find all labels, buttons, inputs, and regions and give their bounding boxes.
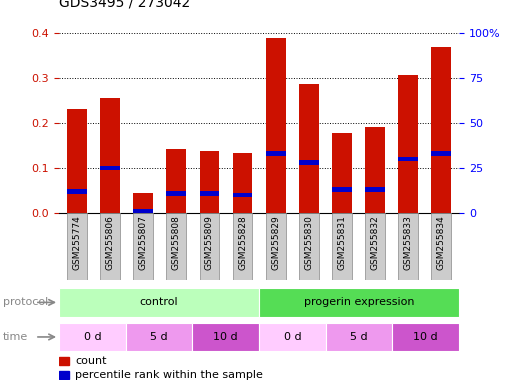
Bar bbox=[59, 323, 126, 351]
Bar bbox=[365, 187, 385, 192]
Bar bbox=[299, 213, 319, 280]
Bar bbox=[133, 213, 153, 280]
Bar bbox=[67, 109, 87, 213]
Text: GSM255806: GSM255806 bbox=[106, 215, 115, 270]
Bar bbox=[101, 98, 120, 213]
Text: 0 d: 0 d bbox=[84, 332, 101, 342]
Bar bbox=[299, 84, 319, 213]
Text: time: time bbox=[3, 332, 28, 342]
Text: 0 d: 0 d bbox=[284, 332, 301, 342]
Text: GSM255831: GSM255831 bbox=[337, 215, 346, 270]
Bar bbox=[398, 157, 418, 161]
Bar bbox=[200, 191, 220, 195]
Bar bbox=[200, 151, 220, 213]
Bar bbox=[167, 213, 186, 280]
Bar bbox=[101, 166, 120, 170]
Text: percentile rank within the sample: percentile rank within the sample bbox=[75, 370, 263, 380]
Bar bbox=[332, 213, 351, 280]
Text: GSM255830: GSM255830 bbox=[304, 215, 313, 270]
Bar bbox=[266, 38, 286, 213]
Text: GSM255832: GSM255832 bbox=[370, 215, 379, 270]
Bar bbox=[126, 323, 192, 351]
Text: GSM255834: GSM255834 bbox=[437, 215, 445, 270]
Bar bbox=[398, 74, 418, 213]
Text: GDS3495 / 273042: GDS3495 / 273042 bbox=[59, 0, 190, 10]
Bar bbox=[431, 47, 451, 213]
Bar bbox=[232, 153, 252, 213]
Bar bbox=[232, 213, 252, 280]
Text: GSM255828: GSM255828 bbox=[238, 215, 247, 270]
Bar bbox=[326, 323, 392, 351]
Bar bbox=[59, 357, 69, 366]
Bar bbox=[266, 151, 286, 156]
Bar bbox=[167, 191, 186, 195]
Bar bbox=[365, 213, 385, 280]
Text: GSM255829: GSM255829 bbox=[271, 215, 280, 270]
Bar bbox=[133, 193, 153, 213]
Text: 10 d: 10 d bbox=[413, 332, 438, 342]
Bar bbox=[232, 193, 252, 197]
Text: 5 d: 5 d bbox=[150, 332, 168, 342]
Bar bbox=[259, 323, 326, 351]
Bar bbox=[365, 127, 385, 213]
Bar bbox=[59, 371, 69, 379]
Bar bbox=[266, 213, 286, 280]
Bar bbox=[67, 213, 87, 280]
Bar bbox=[332, 133, 351, 213]
Text: GSM255807: GSM255807 bbox=[139, 215, 148, 270]
Text: GSM255833: GSM255833 bbox=[403, 215, 412, 270]
Bar bbox=[392, 323, 459, 351]
Text: 5 d: 5 d bbox=[350, 332, 368, 342]
Text: GSM255808: GSM255808 bbox=[172, 215, 181, 270]
Bar bbox=[398, 213, 418, 280]
Bar bbox=[299, 161, 319, 165]
Bar bbox=[259, 288, 459, 317]
Bar bbox=[59, 288, 259, 317]
Bar bbox=[167, 149, 186, 213]
Bar bbox=[192, 323, 259, 351]
Bar bbox=[133, 209, 153, 214]
Bar bbox=[431, 151, 451, 156]
Text: 10 d: 10 d bbox=[213, 332, 238, 342]
Bar bbox=[200, 213, 220, 280]
Bar bbox=[332, 187, 351, 192]
Text: control: control bbox=[140, 297, 179, 308]
Text: protocol: protocol bbox=[3, 297, 48, 308]
Text: GSM255774: GSM255774 bbox=[73, 215, 82, 270]
Bar bbox=[67, 189, 87, 194]
Bar bbox=[431, 213, 451, 280]
Text: count: count bbox=[75, 356, 107, 366]
Text: GSM255809: GSM255809 bbox=[205, 215, 214, 270]
Text: progerin expression: progerin expression bbox=[304, 297, 415, 308]
Bar bbox=[101, 213, 120, 280]
